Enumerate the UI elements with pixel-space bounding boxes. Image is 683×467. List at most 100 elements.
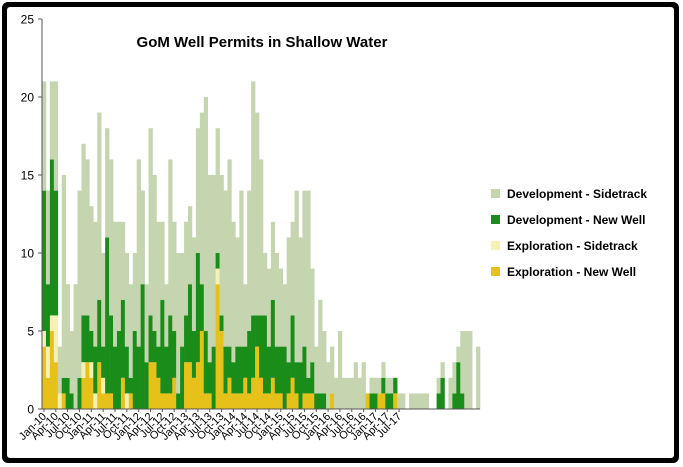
bar-segment-s2-m105: [456, 362, 461, 409]
bar-segment-s1-m15: [101, 377, 106, 394]
bar-segment-s2-m16: [105, 237, 110, 394]
bar-segment-s3-m29: [156, 221, 161, 347]
bar-segment-s2-m86: [381, 377, 386, 394]
bar-segment-s3-m54: [255, 112, 260, 316]
bar-segment-s3-m1: [45, 190, 51, 285]
bar-segment-s2-m52: [247, 331, 252, 394]
bar-segment-s2-m3: [53, 190, 59, 316]
bar-segment-s0-m48: [231, 393, 236, 409]
bar-segment-s2-m20: [120, 299, 126, 378]
bar-segment-s3-m41: [203, 97, 209, 331]
bar-segment-s0-m29: [156, 377, 161, 409]
bar-segment-s0-m46: [223, 393, 228, 409]
legend-swatch: [491, 189, 500, 198]
bar-segment-s3-m108: [468, 331, 473, 409]
bar-segment-s0-m33: [172, 377, 177, 409]
bar-segment-s3-m36: [184, 221, 189, 316]
bar-segment-s3-m79: [353, 362, 358, 409]
chart-panel: GoM Well Permits in Shallow Water 0 5 10 15…: [7, 7, 674, 458]
bar-segment-s0-m52: [247, 393, 252, 409]
bar-segment-s2-m101: [440, 377, 445, 409]
bar-segment-s2-m34: [176, 393, 181, 409]
bar-segment-s2-m58: [270, 299, 276, 378]
y-tick-label: 25: [21, 13, 35, 27]
bar-segment-s2-m12: [89, 331, 94, 363]
bar-segment-s3-m55: [259, 159, 264, 316]
bar-segment-s0-m58: [270, 377, 276, 409]
bar-segment-s2-m6: [65, 377, 70, 409]
bar-segment-s3-m6: [65, 284, 70, 378]
bar-segment-s3-m87: [385, 377, 390, 394]
bar-segment-s3-m91: [401, 393, 406, 409]
bar-segment-s2-m21: [124, 346, 130, 394]
bar-segment-s2-m53: [251, 315, 256, 378]
bar-segment-s3-m71: [322, 331, 327, 394]
bar-segment-s3-m62: [286, 237, 291, 363]
y-tick-label: 0: [27, 403, 34, 417]
bar-segment-s2-m69: [314, 393, 319, 409]
bar-segment-s0-m50: [239, 393, 244, 409]
bar-segment-s2-m28: [152, 331, 157, 363]
bar-segment-s3-m49: [235, 237, 240, 347]
bar-segment-s3-m22: [128, 284, 134, 378]
axes-layer: 0510152025Jan-10Apr-10Jul-10Oct-10Jan-11…: [17, 13, 480, 443]
bar-segment-s1-m21: [124, 393, 130, 409]
bar-segment-s3-m60: [278, 268, 284, 347]
bar-segment-s3-m25: [140, 190, 145, 285]
bar-segment-s2-m32: [168, 315, 173, 394]
bar-segment-s1-m4: [57, 393, 63, 409]
bar-segment-s3-m50: [239, 190, 244, 347]
bar-segment-s2-m33: [172, 331, 177, 378]
bar-segment-s2-m50: [239, 346, 244, 394]
bar-segment-s0-m63: [290, 377, 295, 409]
bar-segment-s2-m22: [128, 377, 134, 394]
bar-segment-s2-m24: [136, 346, 141, 409]
bar-segment-s2-m56: [262, 315, 268, 394]
bar-segment-s3-m18: [113, 221, 118, 347]
bar-segment-s0-m47: [227, 377, 232, 409]
bar-segment-s0-m68: [310, 393, 315, 409]
bar-segment-s3-m20: [120, 221, 126, 300]
bar-segment-s3-m105: [456, 346, 461, 363]
bar-segment-s2-m65: [298, 362, 303, 409]
bar-segment-s2-m43: [211, 346, 216, 409]
bar-segment-s3-m110: [476, 346, 481, 409]
bar-segment-s0-m51: [243, 377, 248, 409]
bar-segment-s3-m81: [361, 362, 366, 409]
bar-segment-s2-m61: [282, 346, 287, 409]
bar-segment-s2-m15: [101, 346, 106, 378]
bar-segment-s2-m62: [286, 362, 291, 394]
bar-segment-s3-m78: [349, 377, 355, 409]
bar-segment-s0-m38: [191, 377, 197, 409]
bar-segment-s3-m86: [381, 362, 386, 378]
bar-segment-s0-m17: [109, 393, 114, 409]
bar-segment-s2-m64: [294, 362, 299, 394]
bar-segment-s2-m2: [49, 159, 55, 316]
bar-segment-s3-m58: [270, 221, 276, 300]
bar-segment-s0-m10: [81, 377, 86, 409]
bar-segment-s2-m29: [156, 346, 161, 378]
bar-segment-s3-m2: [49, 81, 55, 160]
bar-segment-s3-m65: [298, 237, 303, 363]
bar-segment-s3-m42: [207, 175, 212, 363]
bar-segment-s2-m10: [81, 315, 86, 363]
bar-segment-s0-m37: [188, 362, 193, 409]
y-tick-label: 15: [21, 169, 35, 183]
bar-segment-s3-m96: [420, 393, 426, 409]
bar-segment-s0-m32: [168, 393, 173, 409]
bar-segment-s2-m27: [148, 315, 153, 363]
bar-segment-s0-m11: [85, 362, 90, 409]
bar-segment-s3-m53: [251, 81, 256, 316]
bar-segment-s0-m64: [294, 393, 299, 409]
bar-segment-s3-m93: [408, 393, 414, 409]
bar-segment-s0-m3: [53, 362, 59, 409]
bar-segment-s2-m25: [140, 284, 145, 409]
bar-segment-s3-m12: [89, 206, 94, 331]
bar-segment-s3-m59: [274, 253, 280, 347]
chart-frame: GoM Well Permits in Shallow Water 0 5 10 15…: [2, 2, 679, 463]
bar-segment-s3-m51: [243, 284, 248, 347]
bar-segment-s0-m53: [251, 377, 256, 409]
bar-segment-s2-m42: [207, 362, 212, 394]
bar-segment-s3-m16: [105, 128, 110, 238]
bar-segment-s3-m45: [219, 175, 224, 316]
